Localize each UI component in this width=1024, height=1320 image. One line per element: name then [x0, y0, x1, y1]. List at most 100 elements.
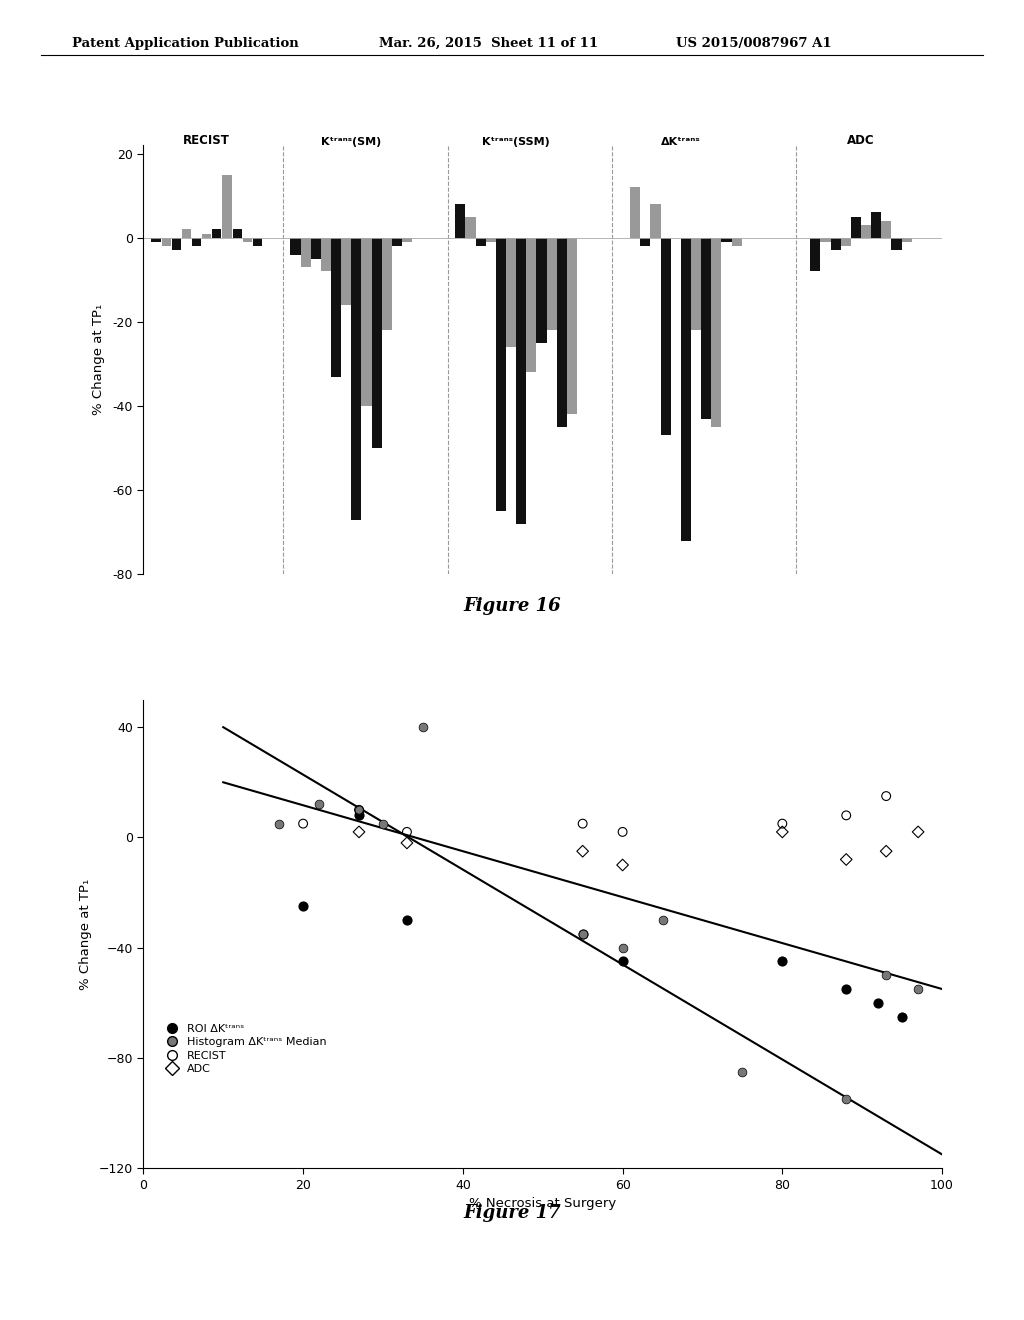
Bar	[891, 238, 901, 251]
ADC	[774, 821, 791, 842]
Text: Mar. 26, 2015  Sheet 11 of 11: Mar. 26, 2015 Sheet 11 of 11	[379, 37, 598, 50]
ADC	[351, 821, 368, 842]
Bar	[162, 238, 171, 246]
Bar	[640, 238, 650, 246]
ROI ΔKᵗʳᵃⁿˢ	[774, 950, 791, 972]
RECIST	[774, 813, 791, 834]
Bar	[172, 238, 181, 251]
ROI ΔKᵗʳᵃⁿˢ	[351, 805, 368, 826]
Bar	[630, 187, 640, 238]
RECIST	[351, 800, 368, 821]
Histogram ΔKᵗʳᵃⁿˢ Median	[878, 965, 894, 986]
Bar	[526, 238, 537, 372]
Bar	[882, 220, 891, 238]
Bar	[496, 238, 506, 511]
Text: Figure 16: Figure 16	[463, 597, 561, 615]
RECIST	[398, 821, 415, 842]
Bar	[202, 234, 211, 238]
ROI ΔKᵗʳᵃⁿˢ	[894, 1006, 910, 1027]
Text: US 2015/0087967 A1: US 2015/0087967 A1	[676, 37, 831, 50]
Bar	[701, 238, 712, 418]
Bar	[851, 216, 861, 238]
Text: Figure 17: Figure 17	[463, 1204, 561, 1222]
ADC	[878, 841, 894, 862]
Histogram ΔKᵗʳᵃⁿˢ Median	[375, 813, 391, 834]
Bar	[861, 226, 871, 238]
Bar	[372, 238, 382, 447]
RECIST	[838, 805, 854, 826]
Bar	[331, 238, 341, 376]
Text: Patent Application Publication: Patent Application Publication	[72, 37, 298, 50]
ADC	[398, 833, 415, 854]
Bar	[232, 230, 242, 238]
Histogram ΔKᵗʳᵃⁿˢ Median	[654, 909, 671, 931]
Bar	[841, 238, 851, 246]
RECIST	[878, 785, 894, 807]
Histogram ΔKᵗʳᵃⁿˢ Median	[271, 813, 288, 834]
Bar	[810, 238, 820, 272]
Bar	[301, 238, 310, 267]
Text: Kᵗʳᵃⁿˢ(SSM): Kᵗʳᵃⁿˢ(SSM)	[482, 137, 550, 148]
Histogram ΔKᵗʳᵃⁿˢ Median	[734, 1061, 751, 1082]
Bar	[567, 238, 577, 414]
Y-axis label: % Change at TP₁: % Change at TP₁	[79, 878, 92, 990]
Bar	[731, 238, 741, 246]
Text: RECIST: RECIST	[183, 135, 230, 148]
ADC	[910, 821, 927, 842]
ADC	[838, 849, 854, 870]
Bar	[456, 205, 465, 238]
Y-axis label: % Change at TP₁: % Change at TP₁	[92, 304, 105, 416]
Bar	[681, 238, 691, 541]
ROI ΔKᵗʳᵃⁿˢ	[398, 909, 415, 931]
Bar	[382, 238, 392, 330]
Bar	[901, 238, 911, 242]
Bar	[506, 238, 516, 347]
Bar	[650, 205, 660, 238]
ADC	[614, 854, 631, 875]
Bar	[475, 238, 485, 246]
RECIST	[574, 813, 591, 834]
Histogram ΔKᵗʳᵃⁿˢ Median	[415, 717, 431, 738]
Bar	[712, 238, 722, 426]
Bar	[341, 238, 351, 305]
Bar	[253, 238, 262, 246]
Histogram ΔKᵗʳᵃⁿˢ Median	[614, 937, 631, 958]
Bar	[537, 238, 547, 343]
Bar	[691, 238, 701, 330]
ROI ΔKᵗʳᵃⁿˢ	[614, 950, 631, 972]
Bar	[392, 238, 402, 246]
Text: Kᵗʳᵃⁿˢ(SM): Kᵗʳᵃⁿˢ(SM)	[322, 137, 381, 148]
Bar	[660, 238, 671, 436]
Bar	[557, 238, 567, 426]
Bar	[820, 238, 830, 242]
Bar	[182, 230, 191, 238]
Text: ΔKᵗʳᵃⁿˢ: ΔKᵗʳᵃⁿˢ	[662, 137, 700, 148]
Bar	[310, 238, 321, 259]
Bar	[485, 238, 496, 242]
RECIST	[295, 813, 311, 834]
Text: ADC: ADC	[847, 135, 874, 148]
RECIST	[614, 821, 631, 842]
ROI ΔKᵗʳᵃⁿˢ	[870, 993, 887, 1014]
Bar	[193, 238, 201, 246]
Bar	[465, 216, 475, 238]
Bar	[222, 174, 231, 238]
Bar	[871, 213, 882, 238]
ROI ΔKᵗʳᵃⁿˢ	[838, 978, 854, 999]
ROI ΔKᵗʳᵃⁿˢ	[574, 924, 591, 945]
Histogram ΔKᵗʳᵃⁿˢ Median	[351, 800, 368, 821]
Histogram ΔKᵗʳᵃⁿˢ Median	[838, 1089, 854, 1110]
Histogram ΔKᵗʳᵃⁿˢ Median	[910, 978, 927, 999]
X-axis label: % Necrosis at Surgery: % Necrosis at Surgery	[469, 1197, 616, 1210]
Bar	[547, 238, 557, 330]
Bar	[152, 238, 161, 242]
ROI ΔKᵗʳᵃⁿˢ	[295, 896, 311, 917]
Bar	[291, 238, 301, 255]
Bar	[351, 238, 361, 520]
Bar	[830, 238, 841, 251]
Bar	[243, 238, 252, 242]
ADC	[574, 841, 591, 862]
Histogram ΔKᵗʳᵃⁿˢ Median	[574, 924, 591, 945]
Bar	[212, 230, 221, 238]
Histogram ΔKᵗʳᵃⁿˢ Median	[311, 793, 328, 814]
